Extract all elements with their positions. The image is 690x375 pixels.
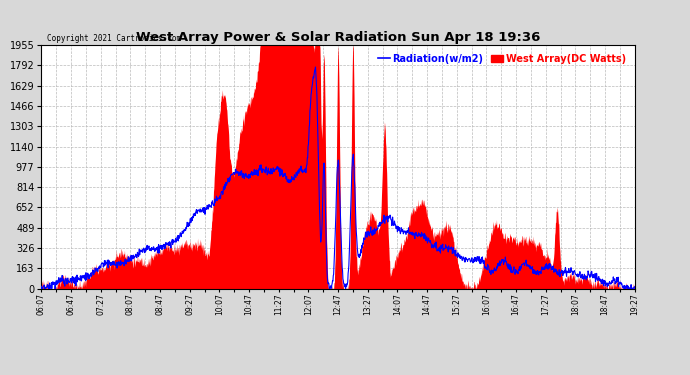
Text: Copyright 2021 Cartronics.com: Copyright 2021 Cartronics.com bbox=[48, 34, 181, 43]
Title: West Array Power & Solar Radiation Sun Apr 18 19:36: West Array Power & Solar Radiation Sun A… bbox=[136, 31, 540, 44]
Legend: Radiation(w/m2), West Array(DC Watts): Radiation(w/m2), West Array(DC Watts) bbox=[374, 50, 630, 68]
